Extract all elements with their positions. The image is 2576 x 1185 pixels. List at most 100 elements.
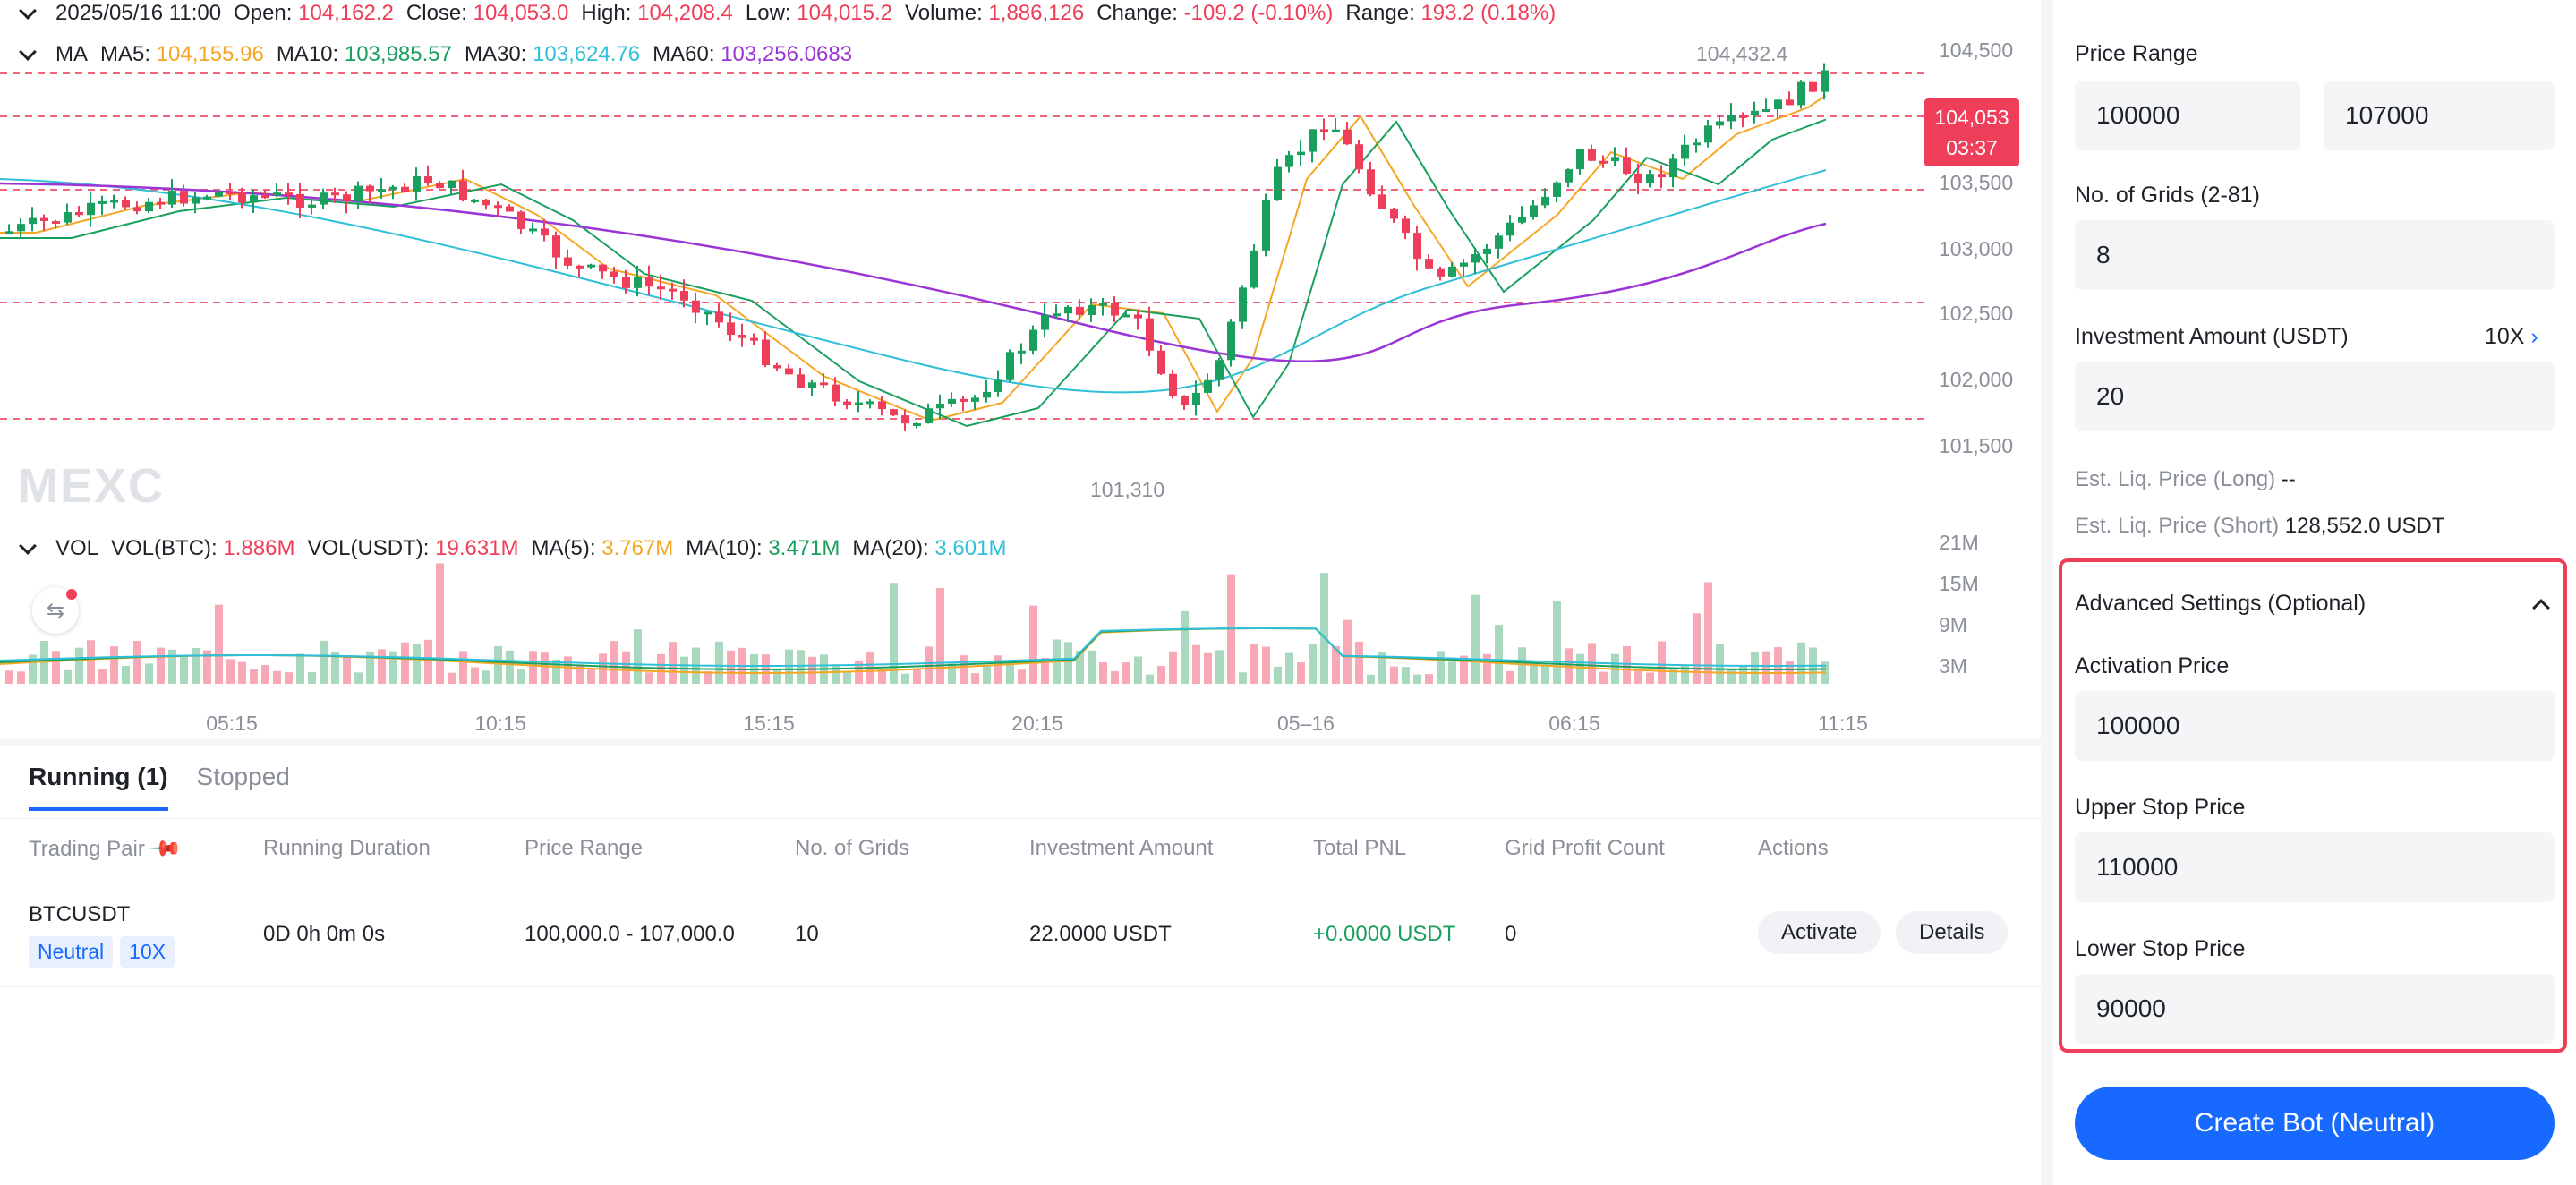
- volume-bar: [890, 583, 898, 684]
- divider: [0, 986, 2041, 987]
- vol-ma10-value: 3.471M: [768, 536, 840, 560]
- price-tick-label: 103,000: [1939, 237, 2013, 260]
- candle-body: [1634, 173, 1642, 183]
- candlestick-chart[interactable]: 104,500104,000103,500103,000102,500102,0…: [0, 0, 2041, 739]
- volume-bar: [994, 655, 1002, 684]
- candle-body: [727, 322, 735, 336]
- details-button[interactable]: Details: [1896, 911, 2009, 954]
- candle-body: [797, 374, 805, 388]
- volume-bar: [75, 647, 83, 684]
- volume-bar: [634, 629, 642, 684]
- header-running-duration: Running Duration: [263, 836, 431, 860]
- volume-bar: [157, 647, 165, 684]
- candle-body: [1157, 350, 1165, 374]
- row-investment: 22.0000 USDT: [1029, 922, 1172, 946]
- candle-body: [1646, 174, 1654, 183]
- volume-bar: [1285, 652, 1293, 684]
- price-lower-input[interactable]: [2075, 81, 2300, 150]
- volume-bar: [1181, 610, 1189, 684]
- liq-short-info: Est. Liq. Price (Short) 128,552.0 USDT: [2075, 514, 2445, 539]
- header-no-of-grids: No. of Grids: [795, 836, 910, 860]
- chevron-down-icon[interactable]: [19, 43, 37, 61]
- investment-input[interactable]: [2075, 362, 2555, 431]
- candle-body: [1658, 174, 1666, 178]
- candle-body: [645, 277, 653, 287]
- vol-usdt-value: 19.631M: [435, 536, 519, 560]
- candle-body: [890, 409, 898, 416]
- change-value: -109.2 (-0.10%): [1183, 1, 1334, 25]
- row-duration: 0D 0h 0m 0s: [263, 922, 386, 946]
- ma5-line: [0, 94, 1827, 422]
- volume-bar: [1018, 669, 1026, 684]
- volume-bar: [1762, 651, 1770, 684]
- candle-body: [1495, 235, 1503, 249]
- volume-bar: [448, 672, 456, 684]
- price-tick-label: 104,500: [1939, 38, 2013, 62]
- volume-bar: [1576, 653, 1584, 684]
- volume-bar: [1099, 662, 1107, 684]
- volume-bar: [1658, 641, 1666, 684]
- activate-button[interactable]: Activate: [1758, 911, 1881, 954]
- row-pair[interactable]: BTCUSDT: [29, 902, 131, 926]
- volume-bar: [1413, 674, 1421, 684]
- candle-body: [1239, 287, 1247, 322]
- lower-stop-input[interactable]: [2075, 974, 2555, 1044]
- header-total-pnl: Total PNL: [1313, 836, 1407, 860]
- price-upper-input[interactable]: [2324, 81, 2555, 150]
- ma60-line: [0, 182, 1827, 362]
- liq-long-value: --: [2281, 467, 2296, 491]
- time-tick-label: 06:15: [1548, 712, 1600, 735]
- change-label: Change:: [1096, 1, 1178, 25]
- candle-body: [680, 291, 688, 301]
- indicator-settings-button[interactable]: ⇆: [32, 587, 79, 634]
- advanced-settings-toggle[interactable]: Advanced Settings (Optional): [2075, 591, 2367, 616]
- create-bot-button[interactable]: Create Bot (Neutral): [2075, 1087, 2555, 1160]
- candle-body: [762, 339, 770, 366]
- candle-body: [1204, 379, 1212, 393]
- ma30-line: [0, 169, 1827, 394]
- candle-body: [529, 228, 537, 232]
- candle-body: [1413, 233, 1421, 260]
- volume-bar: [331, 652, 339, 684]
- tab-running[interactable]: Running (1): [29, 763, 168, 811]
- candle-body: [180, 191, 188, 204]
- tab-stopped[interactable]: Stopped: [196, 763, 290, 790]
- candle-body: [482, 199, 490, 206]
- pin-icon[interactable]: 📌: [146, 831, 183, 867]
- volume-info-bar: VOL VOL(BTC): 1.886M VOL(USDT): 19.631M …: [18, 535, 1006, 562]
- vol-ma5-value: 3.767M: [601, 536, 674, 560]
- leverage-selector[interactable]: 10X ›: [2485, 324, 2538, 350]
- candle-body: [354, 185, 363, 201]
- candle-body: [1681, 144, 1689, 159]
- chevron-down-icon[interactable]: [19, 2, 37, 20]
- candle-body: [913, 423, 921, 427]
- candle-body: [17, 224, 25, 232]
- volume-bar: [145, 663, 153, 684]
- chevron-down-icon[interactable]: [19, 537, 37, 555]
- candle-body: [715, 311, 723, 323]
- volume-bar: [1239, 672, 1247, 684]
- volume-bar: [1553, 601, 1561, 684]
- candle-body: [1797, 81, 1805, 106]
- candle-body: [1623, 157, 1631, 174]
- activation-price-input[interactable]: [2075, 691, 2555, 761]
- current-price-tag: 104,053 03:37: [1924, 98, 2019, 166]
- candle-body: [64, 211, 72, 223]
- row-grids: 10: [795, 922, 819, 946]
- candle-body: [226, 192, 235, 195]
- upper-stop-input[interactable]: [2075, 832, 2555, 902]
- volume-bar: [122, 666, 130, 684]
- volume-bar: [1506, 670, 1514, 684]
- high-marker: 104,432.4: [1696, 42, 1788, 65]
- volume-bar: [215, 604, 223, 684]
- grids-input[interactable]: [2075, 220, 2555, 290]
- candle-body: [203, 196, 211, 200]
- candle-body: [1448, 266, 1456, 277]
- candle-body: [634, 277, 642, 288]
- candle-body: [378, 189, 386, 192]
- candle-body: [110, 200, 118, 203]
- candle-body: [1029, 329, 1037, 351]
- volume-bar: [1402, 667, 1410, 684]
- candle-body: [1076, 306, 1084, 315]
- row-tags: Neutral 10X: [29, 936, 182, 968]
